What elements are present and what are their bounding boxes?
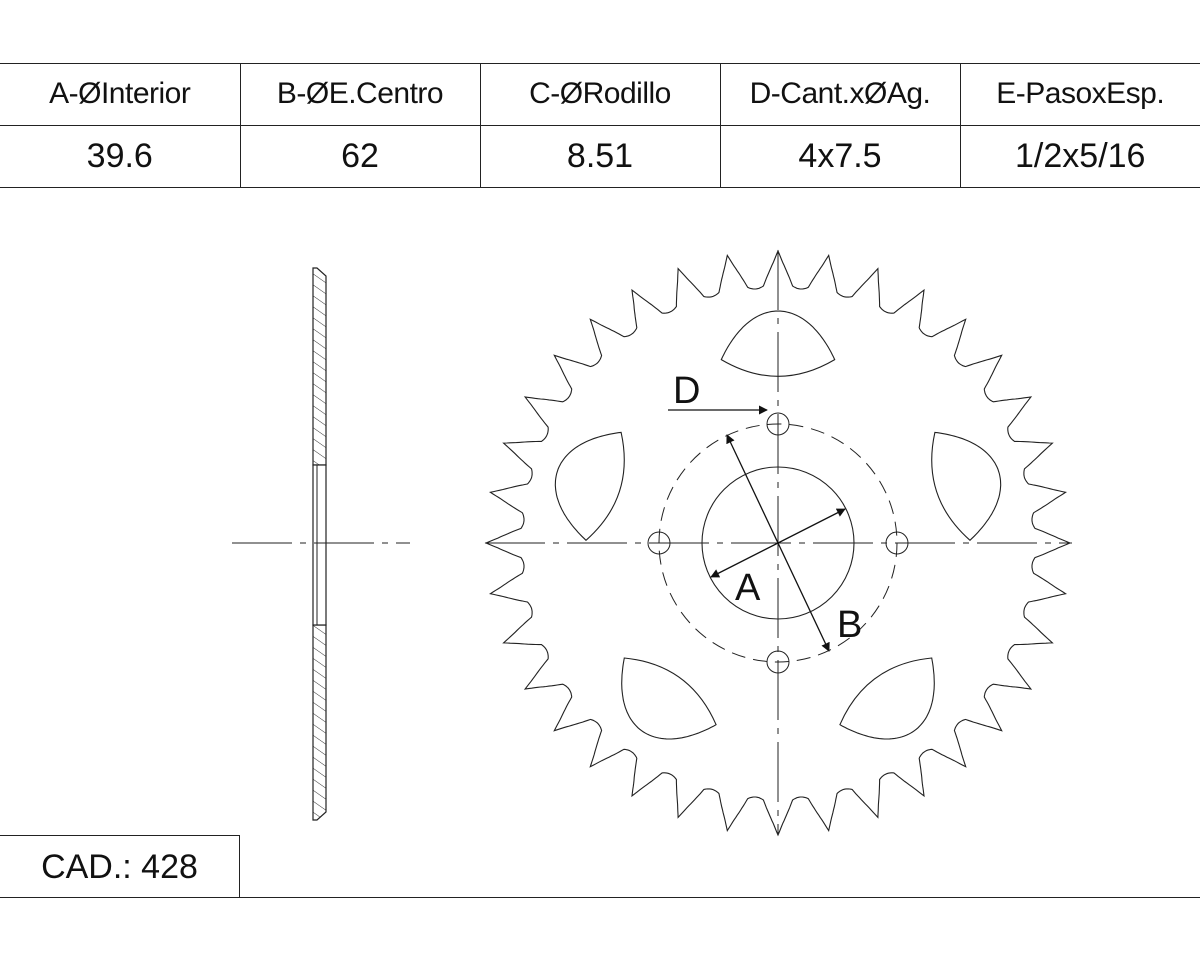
- dimension-b-label: B: [837, 604, 862, 646]
- spec-table: A-ØInterior B-ØE.Centro C-ØRodillo D-Can…: [0, 63, 1200, 188]
- front-view: A B D: [484, 249, 1072, 837]
- spec-header-a: A-ØInterior: [0, 63, 241, 126]
- lightening-cutout: [554, 431, 625, 542]
- lightening-cutout: [720, 310, 836, 377]
- side-view: [232, 267, 410, 821]
- spec-value-row: 39.6 62 8.51 4x7.5 1/2x5/16: [0, 125, 1200, 188]
- spec-value-a: 39.6: [0, 125, 241, 188]
- dimension-d-label: D: [673, 370, 700, 412]
- dimension-b-line: [726, 434, 830, 652]
- lightening-cutout: [621, 657, 717, 740]
- spec-value-e: 1/2x5/16: [959, 125, 1200, 188]
- side-view-lower-plate: [312, 624, 327, 821]
- spec-value-d: 4x7.5: [719, 125, 961, 188]
- spec-value-c: 8.51: [479, 125, 721, 188]
- spec-value-b: 62: [239, 125, 481, 188]
- lightening-cutout: [931, 431, 1002, 542]
- dimension-a-label: A: [735, 567, 761, 609]
- spec-header-e: E-PasoxEsp.: [959, 63, 1200, 126]
- spec-header-b: B-ØE.Centro: [239, 63, 481, 126]
- chain-size-label: CAD.: 428: [0, 835, 240, 898]
- cutout-group: [554, 310, 1002, 740]
- lightening-cutout: [839, 657, 935, 740]
- spec-header-row: A-ØInterior B-ØE.Centro C-ØRodillo D-Can…: [0, 63, 1200, 126]
- spec-header-c: C-ØRodillo: [479, 63, 721, 126]
- side-view-upper-plate: [312, 267, 327, 466]
- side-view-bore: [312, 464, 327, 626]
